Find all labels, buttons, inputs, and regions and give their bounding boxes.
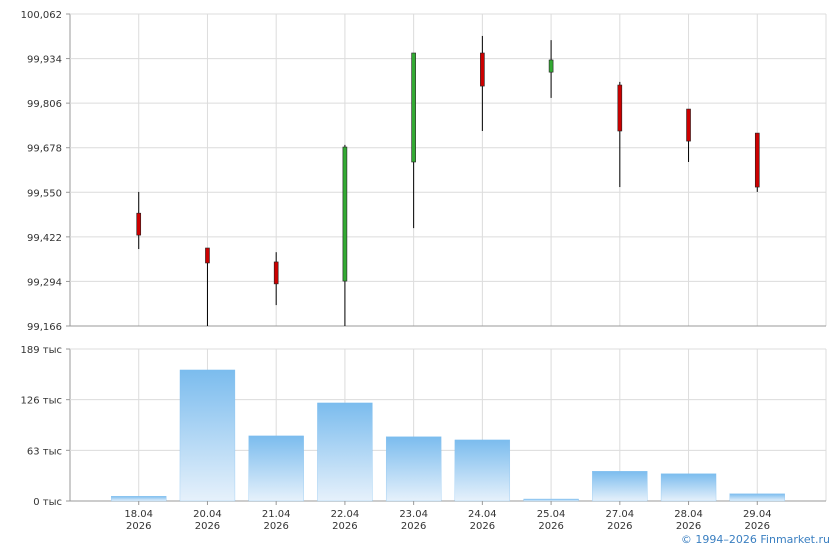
x-tick-label: 28.04 (674, 509, 703, 520)
y-tick-label: 99,806 (27, 99, 62, 110)
x-tick-label: 2026 (332, 521, 357, 532)
y-tick-label: 99,934 (27, 55, 62, 66)
x-tick-label: 25.04 (537, 509, 566, 520)
y-tick-label: 126 тыс (21, 396, 62, 407)
x-tick-label: 23.04 (399, 509, 428, 520)
y-tick-label: 99,294 (27, 277, 62, 288)
y-tick-label: 189 тыс (21, 345, 62, 356)
bar (317, 402, 373, 502)
x-tick-label: 2026 (607, 521, 632, 532)
x-tick-label: 2026 (195, 521, 220, 532)
candle-body (686, 108, 691, 142)
x-tick-label: 27.04 (605, 509, 634, 520)
x-tick-label: 2026 (470, 521, 495, 532)
x-tick-label: 18.04 (124, 509, 153, 520)
y-tick-label: 0 тыс (33, 497, 62, 508)
y-tick-label: 63 тыс (27, 446, 62, 457)
bar (592, 471, 648, 502)
bar (454, 439, 511, 502)
candle-body (754, 132, 760, 188)
x-tick-label: 21.04 (262, 509, 291, 520)
bar (660, 473, 717, 502)
footer[interactable]: © 1994–2026 Finmarket.ru (681, 533, 830, 546)
candle-body (136, 212, 142, 236)
x-tick-label: 2026 (538, 521, 563, 532)
candle-body (205, 247, 210, 264)
x-tick-label: 24.04 (468, 509, 497, 520)
candle-body (548, 59, 554, 73)
x-tick-label: 22.04 (331, 509, 360, 520)
bar (179, 369, 236, 502)
candle-body (617, 84, 623, 132)
bar (523, 498, 579, 502)
x-tick-label: 2026 (676, 521, 701, 532)
x-tick-label: 2026 (401, 521, 426, 532)
y-tick-label: 99,550 (27, 188, 62, 199)
x-tick-label: 2026 (263, 521, 288, 532)
candle-body (480, 52, 485, 87)
candle-body (411, 52, 416, 163)
y-tick-label: 99,422 (27, 233, 62, 244)
x-tick-label: 29.04 (743, 509, 772, 520)
candle-body (342, 146, 348, 282)
bar (385, 436, 442, 502)
candle-body (273, 261, 279, 285)
y-tick-label: 99,678 (27, 144, 62, 155)
x-tick-label: 2026 (745, 521, 770, 532)
x-tick-label: 2026 (126, 521, 151, 532)
bar (111, 496, 167, 502)
y-tick-label: 99,166 (27, 322, 62, 333)
bar (248, 435, 304, 502)
bar (729, 493, 785, 502)
x-tick-label: 20.04 (193, 509, 222, 520)
y-tick-label: 100,062 (21, 10, 62, 21)
